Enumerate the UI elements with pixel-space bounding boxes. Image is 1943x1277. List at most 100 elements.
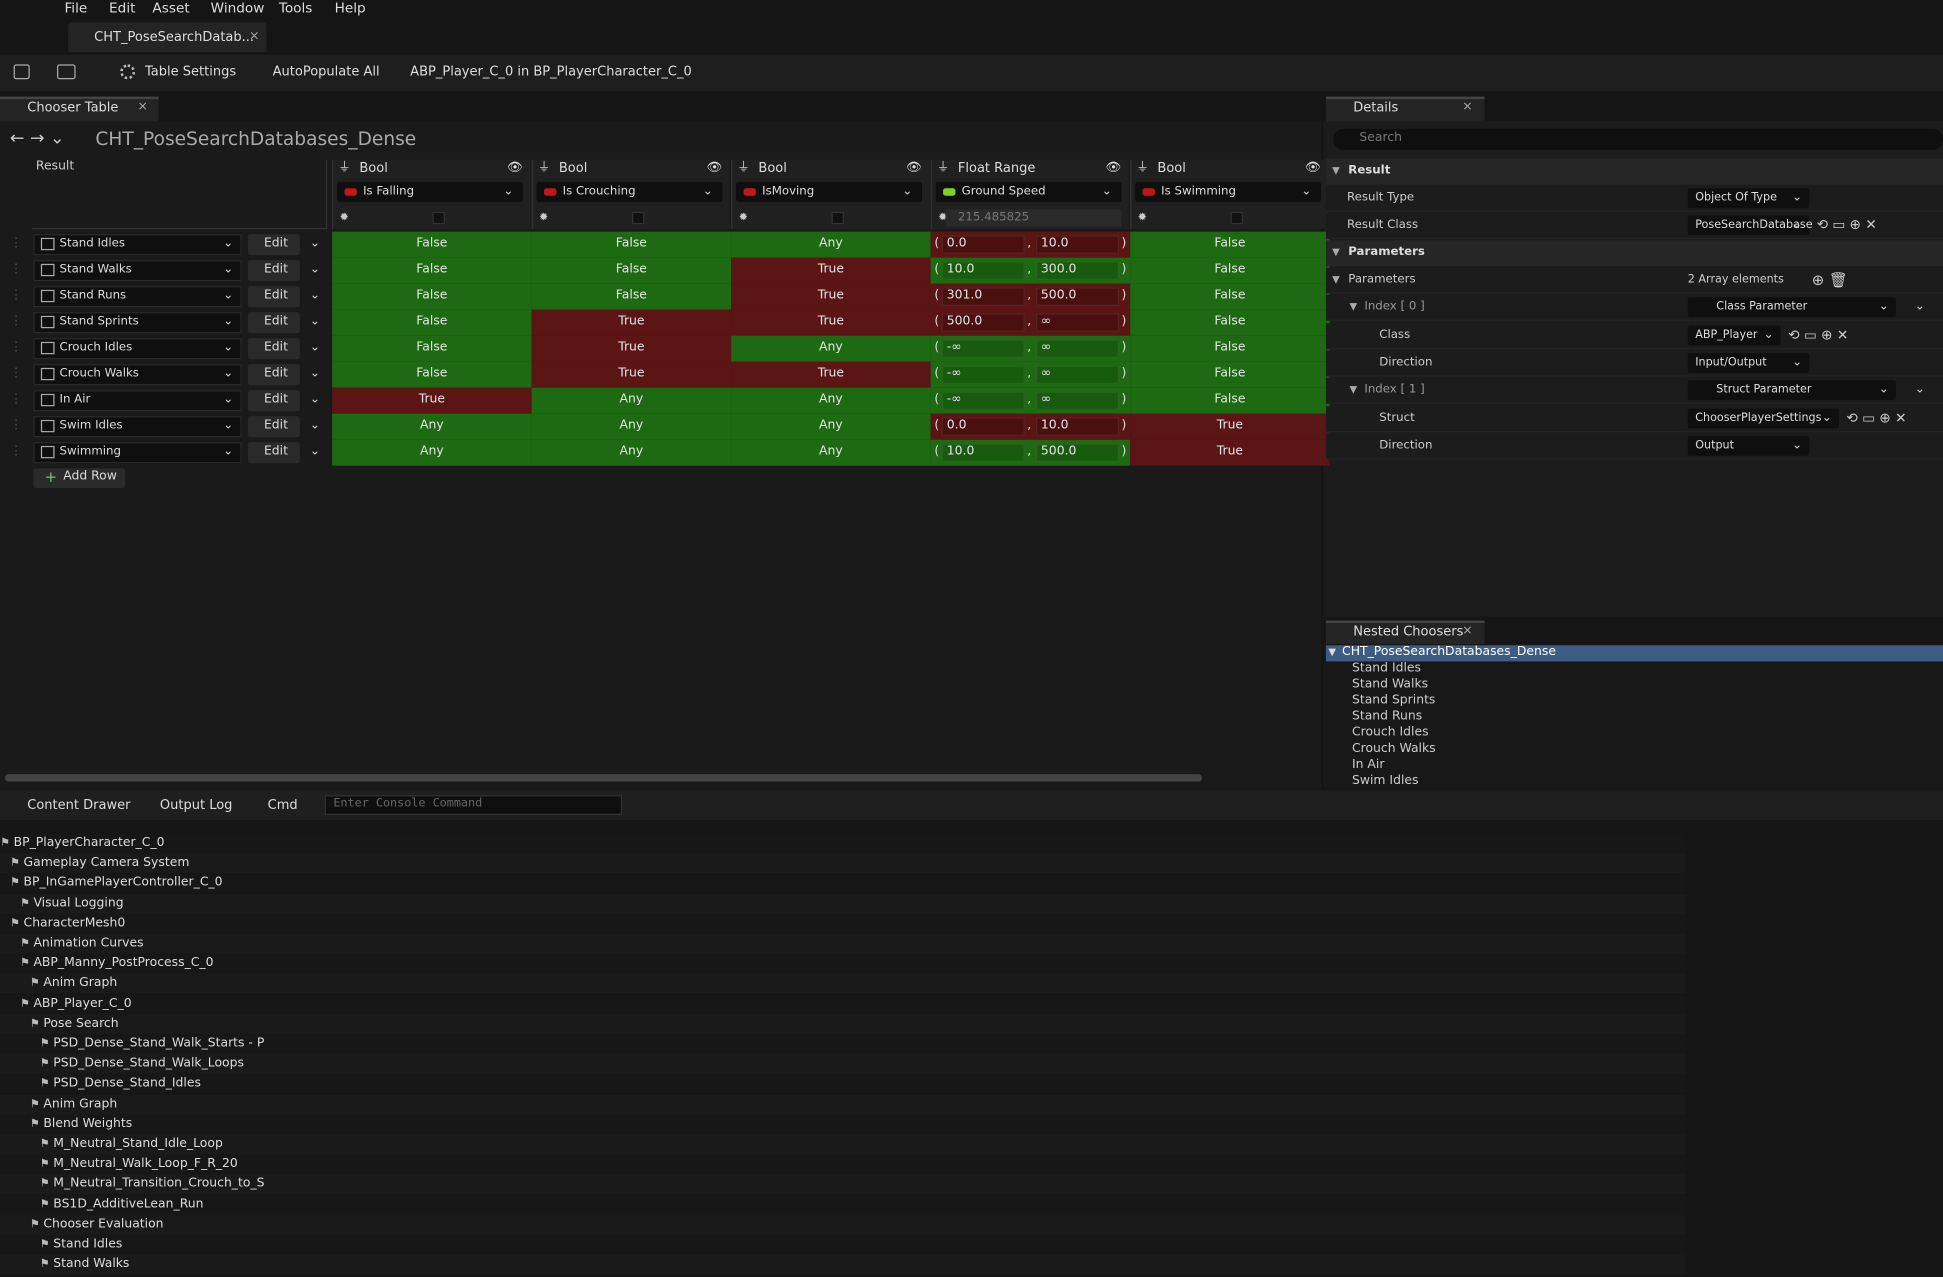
cell-value[interactable]: Any [619,444,644,459]
range-min-box[interactable] [941,443,1025,462]
result-name[interactable]: Swimming [59,444,121,459]
edit-button[interactable] [247,234,300,256]
property-dropdown[interactable] [1687,297,1896,318]
cell-value[interactable]: False [1214,288,1246,303]
column-input-dropdown[interactable] [1135,182,1321,202]
cell-value[interactable]: Any [420,418,444,433]
property-value[interactable]: Input/Output [1695,356,1767,370]
range-min[interactable]: 10.0 [946,262,975,277]
result-dropdown[interactable] [33,364,242,386]
chooser-tab-label[interactable]: Chooser Table [27,100,119,116]
cell[interactable] [731,335,931,362]
range-min-box[interactable] [941,365,1025,384]
nested-item[interactable]: Stand Runs [1351,709,1423,724]
track-label[interactable]: ABP_Player_C_0 [33,996,132,1011]
row-menu[interactable]: ⌄ [309,392,321,407]
chooser-tab[interactable] [0,96,159,122]
range-max-box[interactable] [1035,313,1119,332]
tab-close[interactable]: × [249,29,260,44]
tab-close[interactable]: × [1462,100,1473,114]
result-dropdown[interactable] [33,390,242,412]
track-label[interactable]: Chooser Evaluation [43,1217,164,1231]
cell[interactable] [1130,361,1330,388]
range-min[interactable]: 0.0 [946,418,967,433]
row-menu[interactable]: ⌄ [309,314,321,329]
cell-value[interactable]: Any [619,418,644,433]
preview-checkbox[interactable] [831,211,844,225]
nested-item[interactable]: Stand Walks [1351,677,1429,692]
document-tab-label[interactable]: CHT_PoseSearchDatab... [94,29,255,45]
property-dropdown[interactable] [1687,215,1810,236]
result-name[interactable]: Crouch Idles [59,340,133,355]
cell-value[interactable]: False [416,288,448,303]
asset-buttons[interactable]: ⟲ ▭ ⊕ ✕ [1788,326,1849,344]
cell-value[interactable]: False [416,366,448,381]
asset-buttons[interactable]: ⟲ ▭ ⊕ ✕ [1816,216,1877,233]
cell-value[interactable]: Any [819,392,843,407]
content-drawer-button[interactable]: Content Drawer [27,797,131,813]
property-value[interactable]: Object Of Type [1695,191,1777,205]
breadcrumb[interactable]: CHT_PoseSearchDatabases_Dense [95,127,417,150]
nested-tab-label[interactable]: Nested Choosers [1353,624,1464,640]
cell[interactable] [731,231,931,258]
cell-value[interactable]: False [615,288,647,303]
cell[interactable] [1130,439,1330,466]
track-label[interactable]: ABP_Manny_PostProcess_C_0 [33,956,214,971]
cell-value[interactable]: True [618,340,645,355]
cell-value[interactable]: True [817,288,845,303]
result-name[interactable]: Swim Idles [59,418,123,433]
range-min-box[interactable] [941,235,1025,254]
property-value[interactable]: ChooserPlayerSettings [1695,412,1822,425]
cell[interactable] [332,387,532,414]
property-value[interactable]: ABP_Player [1695,329,1758,342]
cell-value[interactable]: False [615,236,647,251]
cell[interactable] [1130,335,1330,362]
cell[interactable] [731,309,931,336]
column-name[interactable]: IsMoving [762,184,815,199]
cell[interactable] [531,361,732,388]
cell-value[interactable]: True [618,366,645,381]
track-label[interactable]: PSD_Dense_Stand_Idles [53,1076,201,1091]
edit-button-label[interactable]: Edit [263,418,288,433]
cell[interactable] [1130,387,1330,414]
range-max-box[interactable] [1035,339,1119,358]
result-name[interactable]: Crouch Walks [59,366,139,381]
range-min[interactable]: -∞ [946,340,962,355]
track-label[interactable]: M_Neutral_Stand_Idle_Loop [53,1137,223,1151]
range-min-box[interactable] [941,313,1025,332]
column-input-dropdown[interactable] [935,182,1122,202]
visibility-icon[interactable]: 👁 [1304,161,1321,175]
cell-value[interactable]: False [1214,392,1246,407]
edit-button-label[interactable]: Edit [263,392,288,407]
range-min[interactable]: 500.0 [946,314,983,329]
result-name[interactable]: In Air [59,392,91,407]
nested-item[interactable]: Crouch Walks [1351,741,1436,756]
column-input-dropdown[interactable] [337,182,523,202]
edit-button[interactable] [247,364,300,386]
range-max-box[interactable] [1035,417,1119,436]
row-menu[interactable]: ⌄ [309,340,321,355]
result-dropdown[interactable] [33,416,242,438]
column-input-dropdown[interactable] [536,182,723,202]
menu-item[interactable]: Tools [278,0,313,17]
property-dropdown[interactable] [1687,408,1839,429]
table-settings-button[interactable]: Table Settings [144,64,237,80]
track-label[interactable]: Stand Idles [53,1237,123,1251]
edit-button-label[interactable]: Edit [263,444,288,459]
edit-button[interactable] [247,416,300,438]
cell-value[interactable]: True [817,366,845,381]
track-label[interactable]: Animation Curves [33,936,144,951]
browse-icon[interactable] [57,64,76,80]
cell[interactable] [531,439,732,466]
range-max[interactable]: 300.0 [1040,262,1077,277]
cell[interactable] [531,283,732,310]
cell[interactable] [531,387,732,414]
array-buttons[interactable]: ⊕ 🗑 [1811,271,1848,289]
search-placeholder[interactable]: Search [1359,131,1402,145]
console-input[interactable] [324,795,623,815]
result-name[interactable]: Stand Walks [59,262,132,277]
cell[interactable] [332,413,532,440]
range-min-box[interactable] [941,287,1025,306]
autopopulate-button[interactable]: AutoPopulate All [272,64,380,80]
cell[interactable] [731,439,931,466]
